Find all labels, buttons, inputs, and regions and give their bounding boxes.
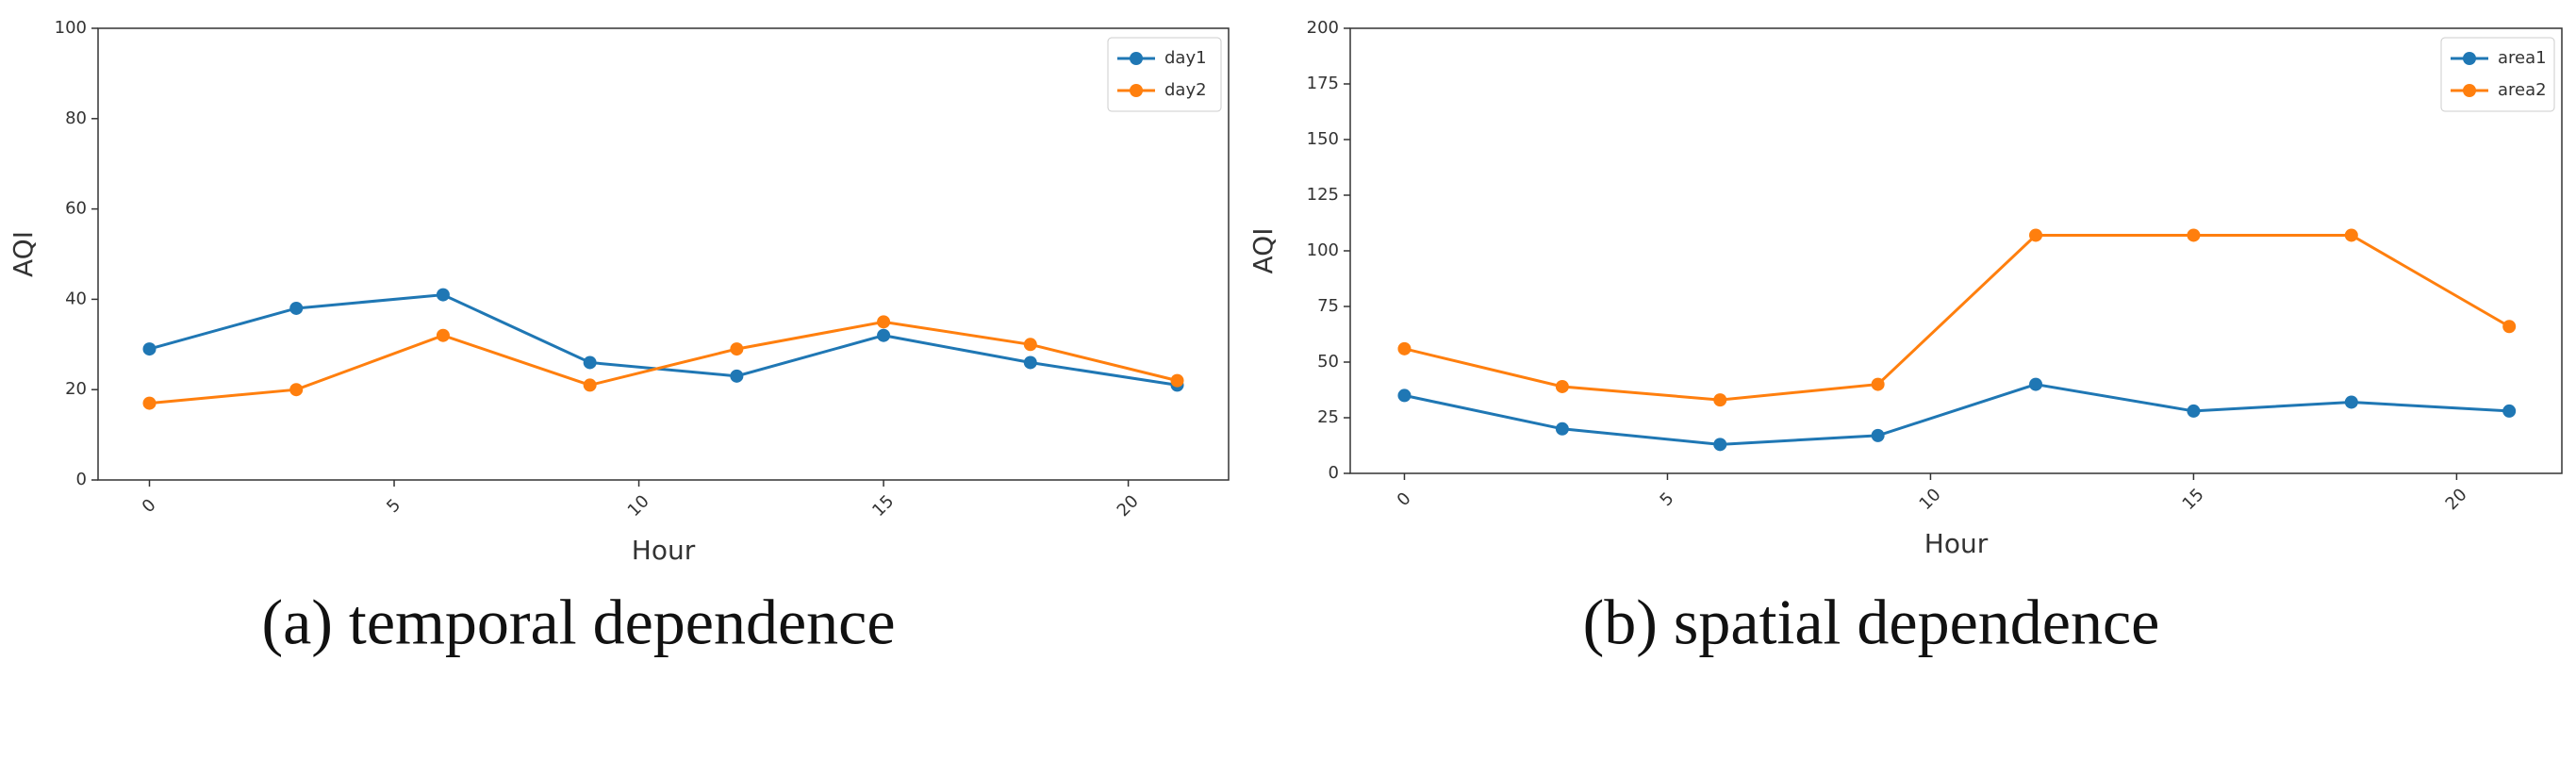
point xyxy=(877,328,891,342)
y-axis-label: AQI xyxy=(1247,228,1279,274)
x-tick-label: 15 xyxy=(2179,485,2208,514)
x-axis-label: Hour xyxy=(632,535,696,566)
point xyxy=(730,369,744,383)
point xyxy=(1713,438,1727,452)
point xyxy=(1555,379,1569,393)
legend-marker xyxy=(1130,84,1143,97)
y-tick-label: 0 xyxy=(76,470,87,489)
point xyxy=(1397,388,1412,403)
series-line xyxy=(1404,233,2510,402)
legend-marker xyxy=(2463,52,2476,65)
point xyxy=(2029,377,2043,391)
point xyxy=(436,328,450,342)
point xyxy=(730,342,744,356)
y-tick-label: 0 xyxy=(1329,463,1339,483)
x-tick-label: 5 xyxy=(1657,488,1678,510)
x-tick-label: 10 xyxy=(1916,485,1945,514)
point xyxy=(142,396,157,410)
plot-frame xyxy=(97,27,1230,481)
x-tick-label: 0 xyxy=(139,495,160,517)
point xyxy=(1871,428,1885,442)
x-tick-label: 5 xyxy=(383,495,405,517)
point xyxy=(142,342,157,356)
y-tick-label: 175 xyxy=(1307,74,1339,93)
y-tick-label: 40 xyxy=(65,289,87,308)
series-line xyxy=(1404,383,2510,446)
x-tick-label: 20 xyxy=(1114,491,1143,521)
point xyxy=(583,378,597,392)
y-tick-label: 60 xyxy=(65,199,87,219)
series-line xyxy=(149,320,1178,405)
y-tick-label: 50 xyxy=(1317,352,1339,372)
point xyxy=(877,315,891,329)
chart: 0 20 40 60 80 100 0 5 10 15 20 Hour AQI day1 day2 (a) t… xyxy=(8,18,1230,658)
point xyxy=(2187,228,2201,242)
caption: (b) spatial dependence xyxy=(1583,587,2160,658)
x-tick-label: 10 xyxy=(624,491,653,521)
point xyxy=(1397,341,1412,355)
point xyxy=(2344,395,2358,409)
point xyxy=(289,301,304,315)
y-tick-label: 25 xyxy=(1317,407,1339,427)
y-tick-label: 20 xyxy=(65,379,87,399)
chart: 0 25 50 75 100 125 150 175 200 0 5 10 15 20 Hour AQI are… xyxy=(1247,18,2563,658)
y-tick-label: 80 xyxy=(65,108,87,128)
y-tick-label: 125 xyxy=(1307,185,1339,205)
caption: (a) temporal dependence xyxy=(261,587,895,658)
point xyxy=(1023,338,1037,352)
legend-text: day1 xyxy=(1164,48,1207,68)
x-tick-label: 0 xyxy=(1394,488,1415,510)
y-axis-label: AQI xyxy=(8,231,39,277)
y-tick-label: 150 xyxy=(1307,129,1339,149)
x-axis-label: Hour xyxy=(1924,528,1989,559)
x-tick-label: 15 xyxy=(868,491,898,521)
legend-text: area1 xyxy=(2498,48,2547,68)
y-tick-label: 100 xyxy=(1307,240,1339,260)
point xyxy=(2029,228,2043,242)
x-tick-label: 20 xyxy=(2442,485,2471,514)
point xyxy=(1555,422,1569,436)
point xyxy=(2502,320,2517,334)
point xyxy=(2344,228,2358,242)
point xyxy=(289,383,304,397)
legend-text: day2 xyxy=(1164,80,1207,100)
series-line xyxy=(149,293,1178,387)
point xyxy=(1023,355,1037,370)
y-tick-label: 75 xyxy=(1317,296,1339,316)
point xyxy=(1871,377,1885,391)
point xyxy=(2187,404,2201,418)
y-tick-label: 200 xyxy=(1307,18,1339,38)
point xyxy=(583,355,597,370)
legend-text: area2 xyxy=(2498,80,2547,100)
point xyxy=(2502,404,2517,418)
point xyxy=(436,288,450,302)
legend-marker xyxy=(2463,84,2476,97)
point xyxy=(1713,393,1727,407)
y-tick-label: 100 xyxy=(55,18,87,38)
point xyxy=(1170,373,1184,388)
legend-marker xyxy=(1130,52,1143,65)
